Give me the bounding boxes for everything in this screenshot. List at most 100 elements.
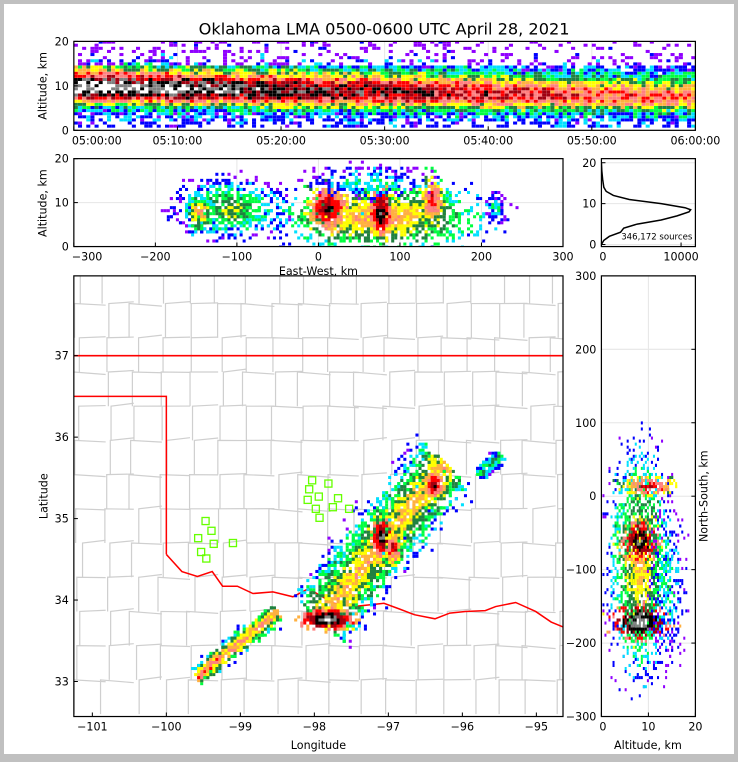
density-cell	[629, 106, 633, 109]
density-cell	[90, 87, 94, 90]
density-cell	[400, 209, 403, 212]
density-cell	[372, 81, 376, 84]
density-cell	[364, 230, 367, 233]
density-cell	[372, 78, 376, 81]
density-cell	[455, 112, 459, 115]
density-cell	[418, 122, 422, 125]
density-cell	[559, 118, 563, 121]
density-cell	[285, 188, 288, 191]
density-cell	[455, 81, 459, 84]
density-cell	[95, 125, 99, 128]
density-cell	[509, 106, 513, 109]
density-cell	[559, 72, 563, 75]
density-cell	[302, 97, 306, 100]
density-cell	[191, 209, 194, 212]
density-cell	[190, 103, 194, 106]
density-cell	[409, 106, 413, 109]
density-cell	[617, 81, 621, 84]
density-cell	[277, 78, 281, 81]
density-cell	[306, 112, 310, 115]
density-cell	[240, 50, 244, 53]
density-cell	[153, 69, 157, 72]
density-cell	[397, 197, 400, 200]
density-cell	[119, 112, 123, 115]
density-cell	[273, 97, 277, 100]
density-cell	[235, 62, 239, 65]
density-cell	[447, 90, 451, 93]
density-cell	[563, 81, 567, 84]
density-cell	[542, 72, 546, 75]
density-cell	[509, 78, 513, 81]
density-cell	[230, 185, 233, 188]
density-cell	[211, 112, 215, 115]
density-cell	[592, 115, 596, 118]
density-cell	[327, 75, 331, 78]
density-cell	[223, 90, 227, 93]
density-cell	[128, 65, 132, 68]
density-cell	[452, 212, 455, 215]
density-cell	[600, 81, 604, 84]
density-cell	[671, 72, 675, 75]
density-cell	[662, 109, 666, 112]
density-cell	[90, 90, 94, 93]
density-cell	[99, 97, 103, 100]
density-cell	[633, 65, 637, 68]
density-cell	[227, 218, 230, 221]
density-cell	[198, 69, 202, 72]
density-cell	[221, 233, 224, 236]
density-cell	[132, 109, 136, 112]
density-cell	[78, 90, 82, 93]
density-cell	[331, 87, 335, 90]
density-cell	[157, 112, 161, 115]
density-cell	[255, 200, 258, 203]
density-cell	[115, 75, 119, 78]
density-cell	[107, 50, 111, 53]
density-cell	[409, 115, 413, 118]
density-cell	[281, 62, 285, 65]
density-cell	[401, 59, 405, 62]
density-cell	[339, 75, 343, 78]
density-cell	[347, 112, 351, 115]
density-cell	[107, 59, 111, 62]
density-cell	[227, 179, 230, 182]
density-cell	[426, 115, 430, 118]
density-cell	[451, 69, 455, 72]
density-cell	[95, 112, 99, 115]
density-cell	[197, 191, 200, 194]
density-cell	[546, 100, 550, 103]
density-cell	[198, 87, 202, 90]
density-cell	[571, 90, 575, 93]
density-cell	[426, 75, 430, 78]
density-cell	[230, 203, 233, 206]
density-cell	[360, 47, 364, 50]
density-cell	[430, 109, 434, 112]
density-cell	[252, 218, 255, 221]
density-cell	[563, 69, 567, 72]
density-cell	[322, 100, 326, 103]
density-cell	[314, 81, 318, 84]
density-cell	[153, 59, 157, 62]
density-cell	[542, 122, 546, 125]
density-cell	[500, 194, 503, 197]
density-cell	[393, 87, 397, 90]
density-cell	[264, 87, 268, 90]
density-cell	[260, 59, 264, 62]
density-cell	[494, 197, 497, 200]
density-cell	[662, 100, 666, 103]
density-cell	[235, 81, 239, 84]
density-cell	[115, 65, 119, 68]
density-cell	[252, 87, 256, 90]
density-cell	[629, 81, 633, 84]
density-cell	[322, 94, 326, 97]
density-cell	[646, 69, 650, 72]
density-cell	[170, 206, 173, 209]
density-cell	[327, 90, 331, 93]
density-cell	[567, 78, 571, 81]
density-cell	[140, 84, 144, 87]
density-cell	[339, 78, 343, 81]
density-cell	[95, 94, 99, 97]
density-cell	[318, 65, 322, 68]
density-cell	[269, 106, 273, 109]
density-cell	[646, 115, 650, 118]
density-cell	[298, 103, 302, 106]
